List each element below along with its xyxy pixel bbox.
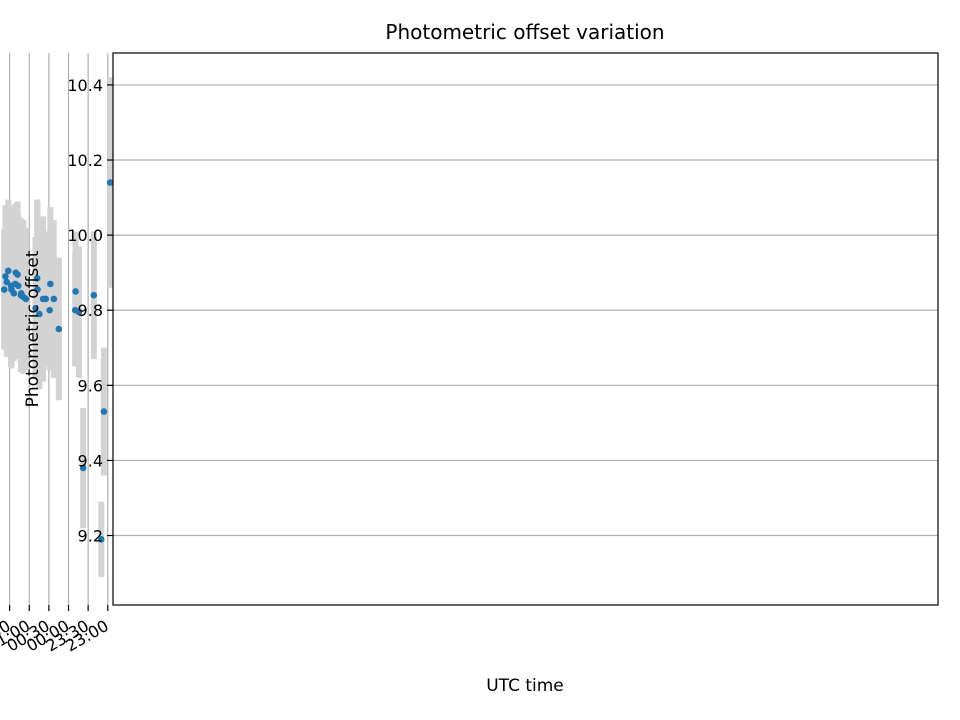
y-axis-label: Photometric offset [23, 250, 43, 407]
data-point [97, 535, 105, 543]
plot-frame [112, 52, 939, 606]
data-point [100, 408, 108, 415]
data-point [3, 278, 11, 286]
data-point [7, 282, 15, 290]
data-point [72, 288, 79, 295]
data-point [0, 286, 8, 293]
data-point [17, 291, 25, 299]
data-point [71, 306, 79, 314]
data-point [39, 295, 47, 303]
data-point [33, 275, 41, 282]
y-tick-label: 10.0 [67, 226, 103, 245]
y-tick-label: 10.4 [67, 76, 103, 95]
y-tick-label: 9.4 [78, 451, 103, 470]
data-point [5, 267, 12, 275]
y-tick-label: 9.2 [78, 527, 103, 546]
y-tick-label: 9.6 [78, 376, 103, 395]
data-point [12, 269, 20, 276]
chart-title: Photometric offset variation [385, 20, 664, 44]
data-point [47, 280, 54, 288]
data-point [2, 273, 9, 280]
data-point [34, 286, 41, 293]
data-point [50, 295, 58, 303]
data-point [36, 310, 43, 318]
data-point [55, 325, 63, 333]
data-points [0, 179, 114, 543]
data-point [32, 305, 39, 312]
data-point [79, 464, 87, 472]
data-point [46, 306, 53, 314]
y-axis-ticks: 9.2 9.4 9.6 9.8 10.0 10.2 10.4 [67, 76, 113, 546]
y-tick-label: 9.8 [78, 301, 103, 320]
data-point [106, 179, 114, 186]
x-axis-label: UTC time [486, 676, 564, 696]
data-point [90, 291, 98, 299]
y-tick-label: 10.2 [67, 151, 103, 170]
